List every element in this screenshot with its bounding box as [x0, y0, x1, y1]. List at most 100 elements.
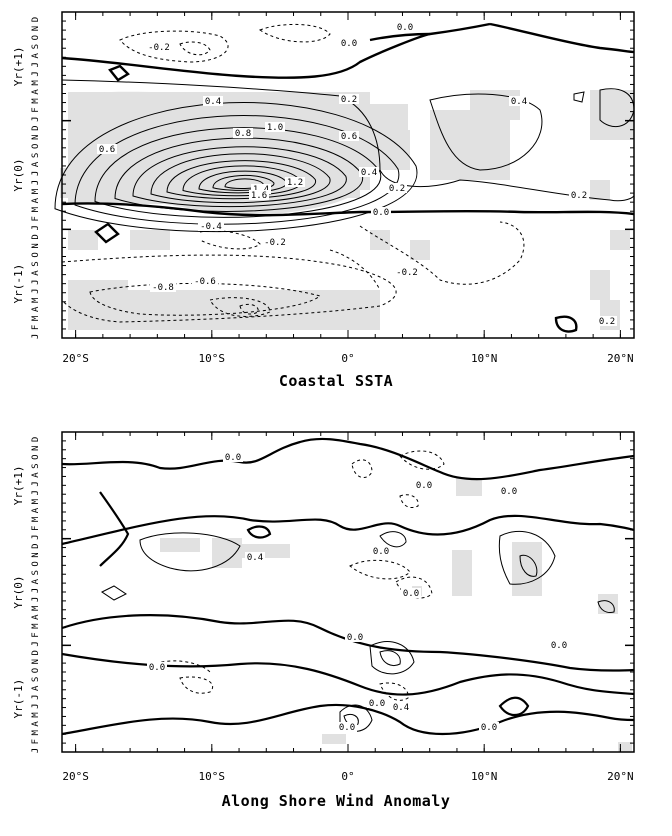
contour-line — [101, 585, 127, 601]
shaded-region — [68, 230, 98, 250]
shaded-region — [370, 230, 390, 250]
y-month-label: M — [31, 206, 41, 212]
zero-contour — [61, 514, 635, 546]
contour-line — [150, 153, 331, 204]
y-month-label: A — [31, 507, 41, 513]
contour-label-bg — [245, 552, 265, 562]
y-month-label: A — [31, 270, 41, 276]
y-month-label: N — [31, 446, 41, 451]
contour-label-bg — [339, 131, 359, 141]
zero-contour — [61, 22, 491, 79]
y-month-label: D — [31, 543, 41, 548]
contour-label-bg — [345, 632, 365, 642]
contour-label-bg — [262, 237, 288, 247]
wind-anomaly-panel: 0.0 0.0 0.0 0.4 0.0 0.0 0.0 0.0 0.0 0.0 0.0 0.4 0.0 2… — [0, 416, 672, 832]
contour-label-bg — [401, 588, 421, 598]
shaded-region — [610, 230, 630, 250]
contour-label-bg — [367, 698, 387, 708]
y-month-label: M — [31, 516, 41, 522]
contour-line — [54, 102, 418, 233]
contour-label-bg — [549, 640, 569, 650]
contour-label-bg — [265, 122, 285, 132]
contour-label-text: 0.0 — [551, 641, 567, 651]
contour-label: 0.0 — [337, 722, 357, 733]
contour-label-bg — [198, 221, 224, 231]
negative-contour — [349, 559, 411, 580]
contour-label-bg — [233, 128, 253, 138]
zero-contour — [369, 32, 431, 42]
contour-label-bg — [337, 722, 357, 732]
contour-line — [224, 178, 264, 189]
y-month-label: N — [31, 552, 41, 557]
y-month-label: O — [31, 144, 41, 149]
coastal-ssta-panel: -0.20.00.00.40.20.41.00.80.60.61.21.41.6… — [0, 0, 672, 410]
contour-label-bg — [150, 282, 176, 292]
contour-line — [573, 91, 585, 103]
y-month-label: M — [31, 80, 41, 86]
contour-label-text: 1.6 — [251, 191, 267, 201]
y-month-label: S — [31, 44, 41, 49]
negative-contour — [329, 249, 381, 291]
negative-contour — [359, 221, 525, 285]
contour-label-bg — [597, 316, 617, 326]
contour-label-text: 0.0 — [341, 39, 357, 49]
y-month-label: F — [31, 216, 41, 221]
y-month-label: N — [31, 26, 41, 31]
y-month-label: S — [31, 677, 41, 682]
contour-label: 1.6 — [249, 190, 269, 201]
contour-line — [139, 532, 241, 572]
y-month-label: D — [31, 125, 41, 130]
y-month-label: J — [31, 71, 41, 76]
contour-label-bg — [479, 722, 499, 732]
contour-line — [429, 93, 543, 171]
contour-label-text: 1.2 — [287, 178, 303, 188]
y-month-label: J — [31, 588, 41, 593]
y-month-label: S — [31, 463, 41, 468]
contour-label-bg — [339, 94, 359, 104]
contour-label-text: -0.4 — [200, 222, 222, 232]
contour-label-bg — [569, 190, 589, 200]
contour-label-text: 0.4 — [393, 703, 409, 713]
contour-label: -0.8 — [150, 282, 176, 293]
y-month-label: A — [31, 161, 41, 167]
negative-contour — [379, 682, 409, 701]
contour-label-text: 0.4 — [361, 168, 377, 178]
contour-label: 0.0 — [414, 480, 434, 491]
contour-line — [597, 600, 615, 613]
contour-label-bg — [251, 184, 271, 194]
zero-contour — [99, 491, 130, 567]
contour-label: 1.2 — [285, 177, 305, 188]
contour-label-text: 0.6 — [99, 145, 115, 155]
y-month-label: J — [31, 334, 41, 339]
y-month-label: N — [31, 135, 41, 140]
y-year-label: Yr(-1) — [12, 264, 25, 304]
y-month-label: A — [31, 721, 41, 727]
x-tick-label: 20°N — [607, 770, 634, 783]
y-month-label: J — [31, 225, 41, 230]
y-month-label: J — [31, 641, 41, 646]
contour-label-bg — [146, 42, 172, 52]
y-year-label: Yr(+1) — [12, 46, 25, 86]
contour-label: 0.4 — [359, 167, 379, 178]
negative-contour — [199, 230, 261, 250]
contour-label: 0.0 — [479, 722, 499, 733]
contour-label: 0.0 — [549, 640, 569, 651]
contour-label: 0.4 — [509, 96, 529, 107]
shaded-region — [430, 110, 490, 180]
zero-contour — [61, 202, 635, 217]
y-month-label: A — [31, 52, 41, 58]
shaded-region — [160, 538, 200, 552]
y-month-label: M — [31, 498, 41, 504]
negative-contour — [239, 303, 259, 315]
contour-line — [343, 713, 359, 727]
y-month-label: J — [31, 279, 41, 284]
contour-line — [519, 554, 538, 577]
negative-contour — [258, 23, 331, 43]
y-year-label: Yr(0) — [12, 575, 25, 608]
zero-contour — [246, 525, 272, 539]
coastal-ssta-title: Coastal SSTA — [278, 372, 394, 390]
y-month-label: M — [31, 98, 41, 104]
contour-line — [94, 127, 382, 218]
x-tick-label: 0° — [341, 770, 354, 783]
y-month-label: A — [31, 306, 41, 312]
